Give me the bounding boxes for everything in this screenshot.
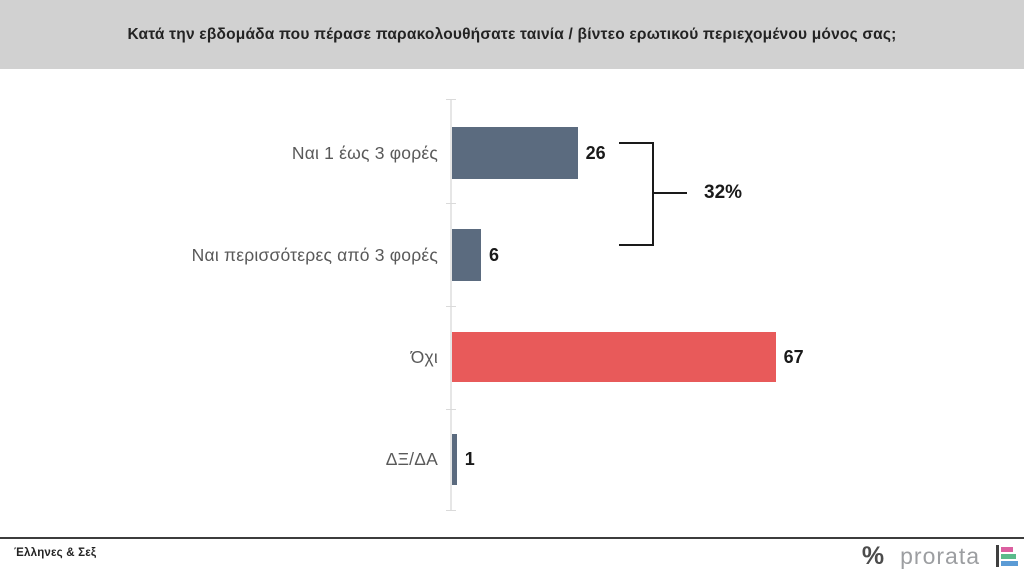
bar-row: ΔΞ/ΔΑ 1 bbox=[0, 434, 1024, 485]
bar-chart-icon-bar bbox=[1001, 553, 1016, 559]
group-bracket-top bbox=[619, 142, 654, 144]
page-title: Κατά την εβδομάδα που πέρασε παρακολουθή… bbox=[127, 25, 897, 43]
percent-glyph-icon: % bbox=[861, 541, 885, 570]
group-bracket-bottom bbox=[619, 244, 654, 246]
bar bbox=[452, 229, 481, 281]
category-label: Ναι 1 έως 3 φορές bbox=[291, 142, 438, 163]
bar-row: Όχι 67 bbox=[0, 332, 1024, 382]
bar bbox=[452, 434, 457, 485]
axis-tick bbox=[446, 99, 456, 100]
category-label: Ναι περισσότερες από 3 φορές bbox=[191, 244, 438, 265]
axis-tick bbox=[446, 510, 456, 511]
bar-chart-icon bbox=[996, 545, 1018, 567]
bar-track: 67 bbox=[452, 332, 804, 382]
group-total-label: 32% bbox=[704, 182, 743, 203]
bar-chart-icon-bar bbox=[1001, 560, 1018, 566]
axis-tick bbox=[446, 409, 456, 410]
source-label: Έλληνες & Σεξ bbox=[14, 547, 97, 559]
value-label: 6 bbox=[489, 244, 500, 265]
bar bbox=[452, 332, 776, 382]
group-bracket-connector bbox=[654, 192, 687, 194]
axis-tick bbox=[446, 306, 456, 307]
bar bbox=[452, 127, 578, 179]
axis-tick bbox=[446, 203, 456, 204]
category-label: Όχι bbox=[410, 346, 438, 367]
group-bracket-vertical bbox=[652, 142, 654, 246]
bar-track: 6 bbox=[452, 229, 499, 281]
header-bar: Κατά την εβδομάδα που πέρασε παρακολουθή… bbox=[0, 0, 1024, 69]
bar-row: Ναι περισσότερες από 3 φορές 6 bbox=[0, 229, 1024, 281]
bar-track: 1 bbox=[452, 434, 475, 485]
bar-track: 26 bbox=[452, 127, 606, 179]
value-label: 67 bbox=[783, 346, 804, 367]
bar-row: Ναι 1 έως 3 φορές 26 bbox=[0, 127, 1024, 179]
y-axis-line bbox=[450, 99, 452, 511]
bar-chart-icon-bar bbox=[1001, 546, 1013, 552]
brand-logo: % prorata bbox=[862, 539, 1018, 573]
bar-chart-icon-axis bbox=[996, 545, 999, 567]
value-label: 1 bbox=[464, 449, 475, 469]
footer-divider bbox=[0, 537, 1024, 539]
brand-name: prorata bbox=[900, 542, 980, 569]
category-label: ΔΞ/ΔΑ bbox=[385, 449, 438, 469]
value-label: 26 bbox=[585, 142, 606, 163]
